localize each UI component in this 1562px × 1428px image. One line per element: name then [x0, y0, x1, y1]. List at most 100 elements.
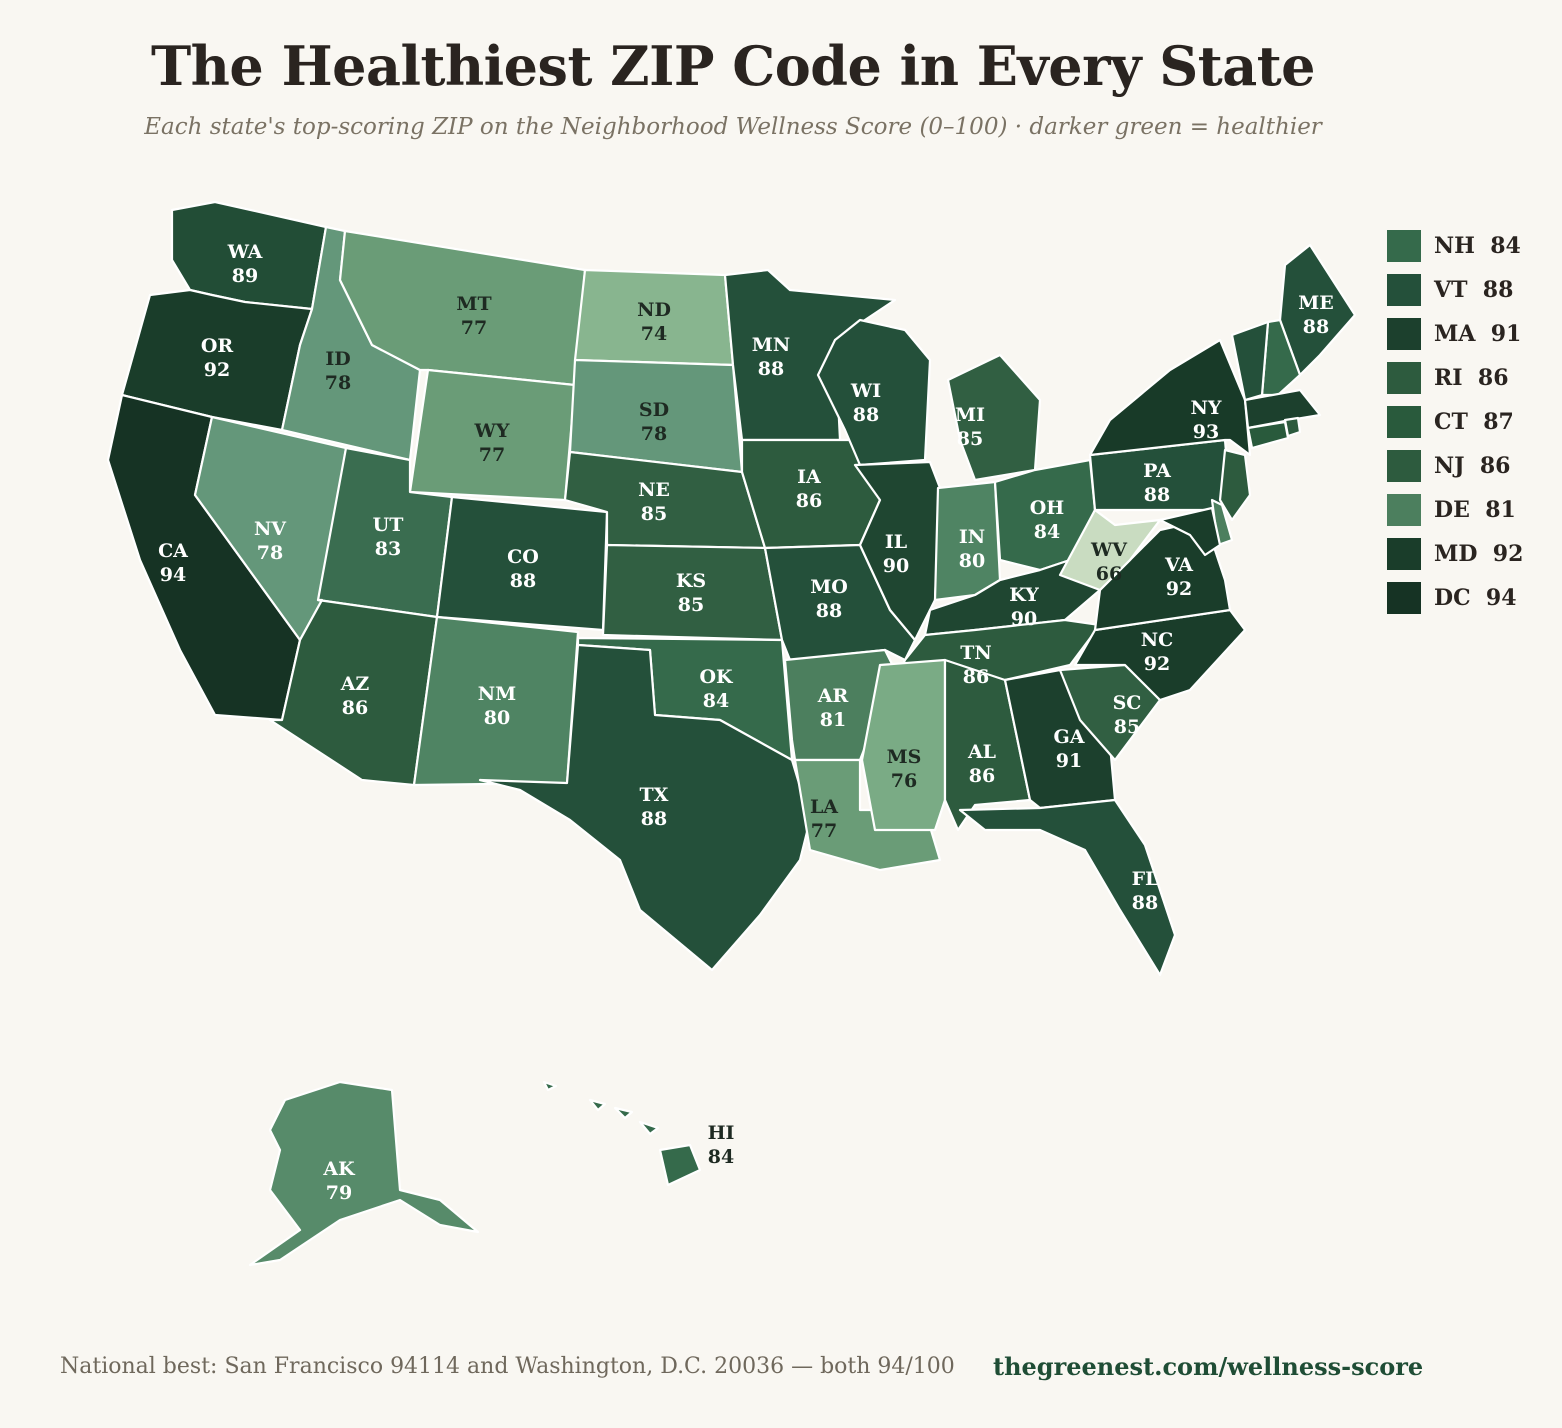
legend-item: VT 88 — [1387, 268, 1557, 312]
state-label-score: 77 — [811, 820, 837, 842]
state-label-abbr: IL — [885, 531, 907, 553]
legend-swatch — [1387, 406, 1421, 438]
state-label-abbr: IA — [797, 466, 821, 488]
state-ct — [1246, 420, 1290, 450]
state-label-abbr: GA — [1054, 726, 1085, 748]
state-label-score: 85 — [641, 503, 667, 525]
map-subtitle: Each state's top-scoring ZIP on the Neig… — [144, 114, 1322, 140]
legend-label: NJ 86 — [1434, 453, 1511, 479]
state-md — [1158, 506, 1222, 557]
legend-swatch — [1387, 538, 1421, 570]
state-label-abbr: CO — [507, 546, 539, 568]
legend-label: DC 94 — [1434, 585, 1517, 611]
footer-link[interactable]: thegreenest.com/wellness-score — [993, 1352, 1424, 1381]
state-label-abbr: OR — [201, 335, 234, 357]
state-label-abbr: MT — [456, 293, 491, 315]
legend-label: NH 84 — [1434, 233, 1521, 259]
state-label-abbr: CA — [158, 540, 188, 562]
state-label-abbr: PA — [1143, 460, 1171, 482]
state-label-score: 93 — [1193, 421, 1219, 443]
map-title: The Healthiest ZIP Code in Every State — [150, 34, 1316, 98]
state-label-score: 86 — [969, 765, 995, 787]
state-label-score: 88 — [1132, 892, 1158, 914]
state-label-score: 88 — [1303, 316, 1329, 338]
legend-item: NJ 86 — [1387, 444, 1557, 488]
legend-label: VT 88 — [1434, 277, 1514, 303]
state-label-abbr: SD — [639, 399, 669, 421]
state-label-score: 94 — [160, 564, 186, 586]
state-label-abbr: TX — [640, 784, 669, 806]
state-label-abbr: ID — [325, 348, 350, 370]
state-label-abbr: TN — [960, 642, 992, 664]
legend-label: MD 92 — [1434, 541, 1524, 567]
legend-swatch — [1387, 494, 1421, 526]
legend-swatch — [1387, 362, 1421, 394]
state-label-score: 78 — [325, 372, 351, 394]
state-vt — [1230, 320, 1270, 402]
state-label-score: 90 — [883, 555, 909, 577]
state-tx — [478, 643, 812, 972]
state-label-score: 77 — [461, 317, 487, 339]
state-label-abbr: MO — [810, 576, 848, 598]
state-label-score: 90 — [1011, 608, 1037, 630]
state-la — [793, 758, 942, 872]
state-label-score: 79 — [326, 1182, 352, 1204]
state-label-abbr: FL — [1132, 868, 1159, 890]
state-label-score: 77 — [479, 444, 505, 466]
state-label-score: 89 — [232, 265, 258, 287]
state-label-score: 88 — [510, 570, 536, 592]
state-label-score: 78 — [641, 423, 667, 445]
state-label-abbr: OH — [1030, 497, 1065, 519]
state-label-abbr: AK — [322, 1158, 356, 1180]
state-wi — [816, 318, 932, 467]
state-label-score: 85 — [1114, 716, 1140, 738]
state-ks — [601, 543, 784, 642]
state-label-abbr: WA — [227, 241, 263, 263]
legend-swatch — [1387, 318, 1421, 350]
footer-note: National best: San Francisco 94114 and W… — [60, 1354, 955, 1379]
state-label-abbr: SC — [1113, 692, 1142, 714]
state-label-score: 81 — [820, 709, 846, 731]
state-label-abbr: NM — [478, 683, 516, 705]
state-label-score: 84 — [708, 1146, 734, 1168]
state-label-abbr: NV — [254, 518, 287, 540]
legend-swatch — [1387, 582, 1421, 614]
state-label-abbr: KS — [676, 570, 706, 592]
state-label-score: 88 — [853, 404, 879, 426]
legend-item: MA 91 — [1387, 312, 1557, 356]
legend-label: DE 81 — [1434, 497, 1516, 523]
state-ak — [248, 1080, 480, 1267]
legend-item: NH 84 — [1387, 224, 1557, 268]
legend-item: DC 94 — [1387, 576, 1557, 620]
state-label-score: 74 — [641, 323, 667, 345]
state-label-score: 86 — [796, 490, 822, 512]
legend-item: RI 86 — [1387, 356, 1557, 400]
state-label-abbr: MI — [955, 404, 985, 426]
state-label-abbr: WI — [850, 380, 881, 402]
state-hi — [542, 1080, 702, 1187]
state-label-score: 92 — [1166, 578, 1192, 600]
state-label-score: 86 — [963, 666, 989, 688]
state-fl — [958, 798, 1177, 977]
state-label-abbr: AL — [967, 741, 996, 763]
state-label-abbr: MN — [752, 334, 790, 356]
legend-label: MA 91 — [1434, 321, 1522, 347]
state-label-abbr: NE — [638, 479, 670, 501]
legend-item: CT 87 — [1387, 400, 1557, 444]
state-label-score: 84 — [703, 690, 729, 712]
state-label-abbr: LA — [810, 796, 838, 818]
state-label-score: 88 — [1144, 484, 1170, 506]
state-label-abbr: AZ — [340, 673, 370, 695]
state-il — [853, 460, 942, 642]
state-label-score: 84 — [1034, 521, 1060, 543]
state-label-score: 88 — [758, 358, 784, 380]
legend-swatch — [1387, 274, 1421, 306]
state-label-abbr: AR — [817, 685, 849, 707]
legend-swatch — [1387, 230, 1421, 262]
state-label-abbr: VA — [1164, 554, 1193, 576]
state-label-score: 86 — [342, 697, 368, 719]
legend-swatch — [1387, 450, 1421, 482]
state-ma — [1243, 388, 1322, 430]
state-label-score: 92 — [1144, 653, 1170, 675]
